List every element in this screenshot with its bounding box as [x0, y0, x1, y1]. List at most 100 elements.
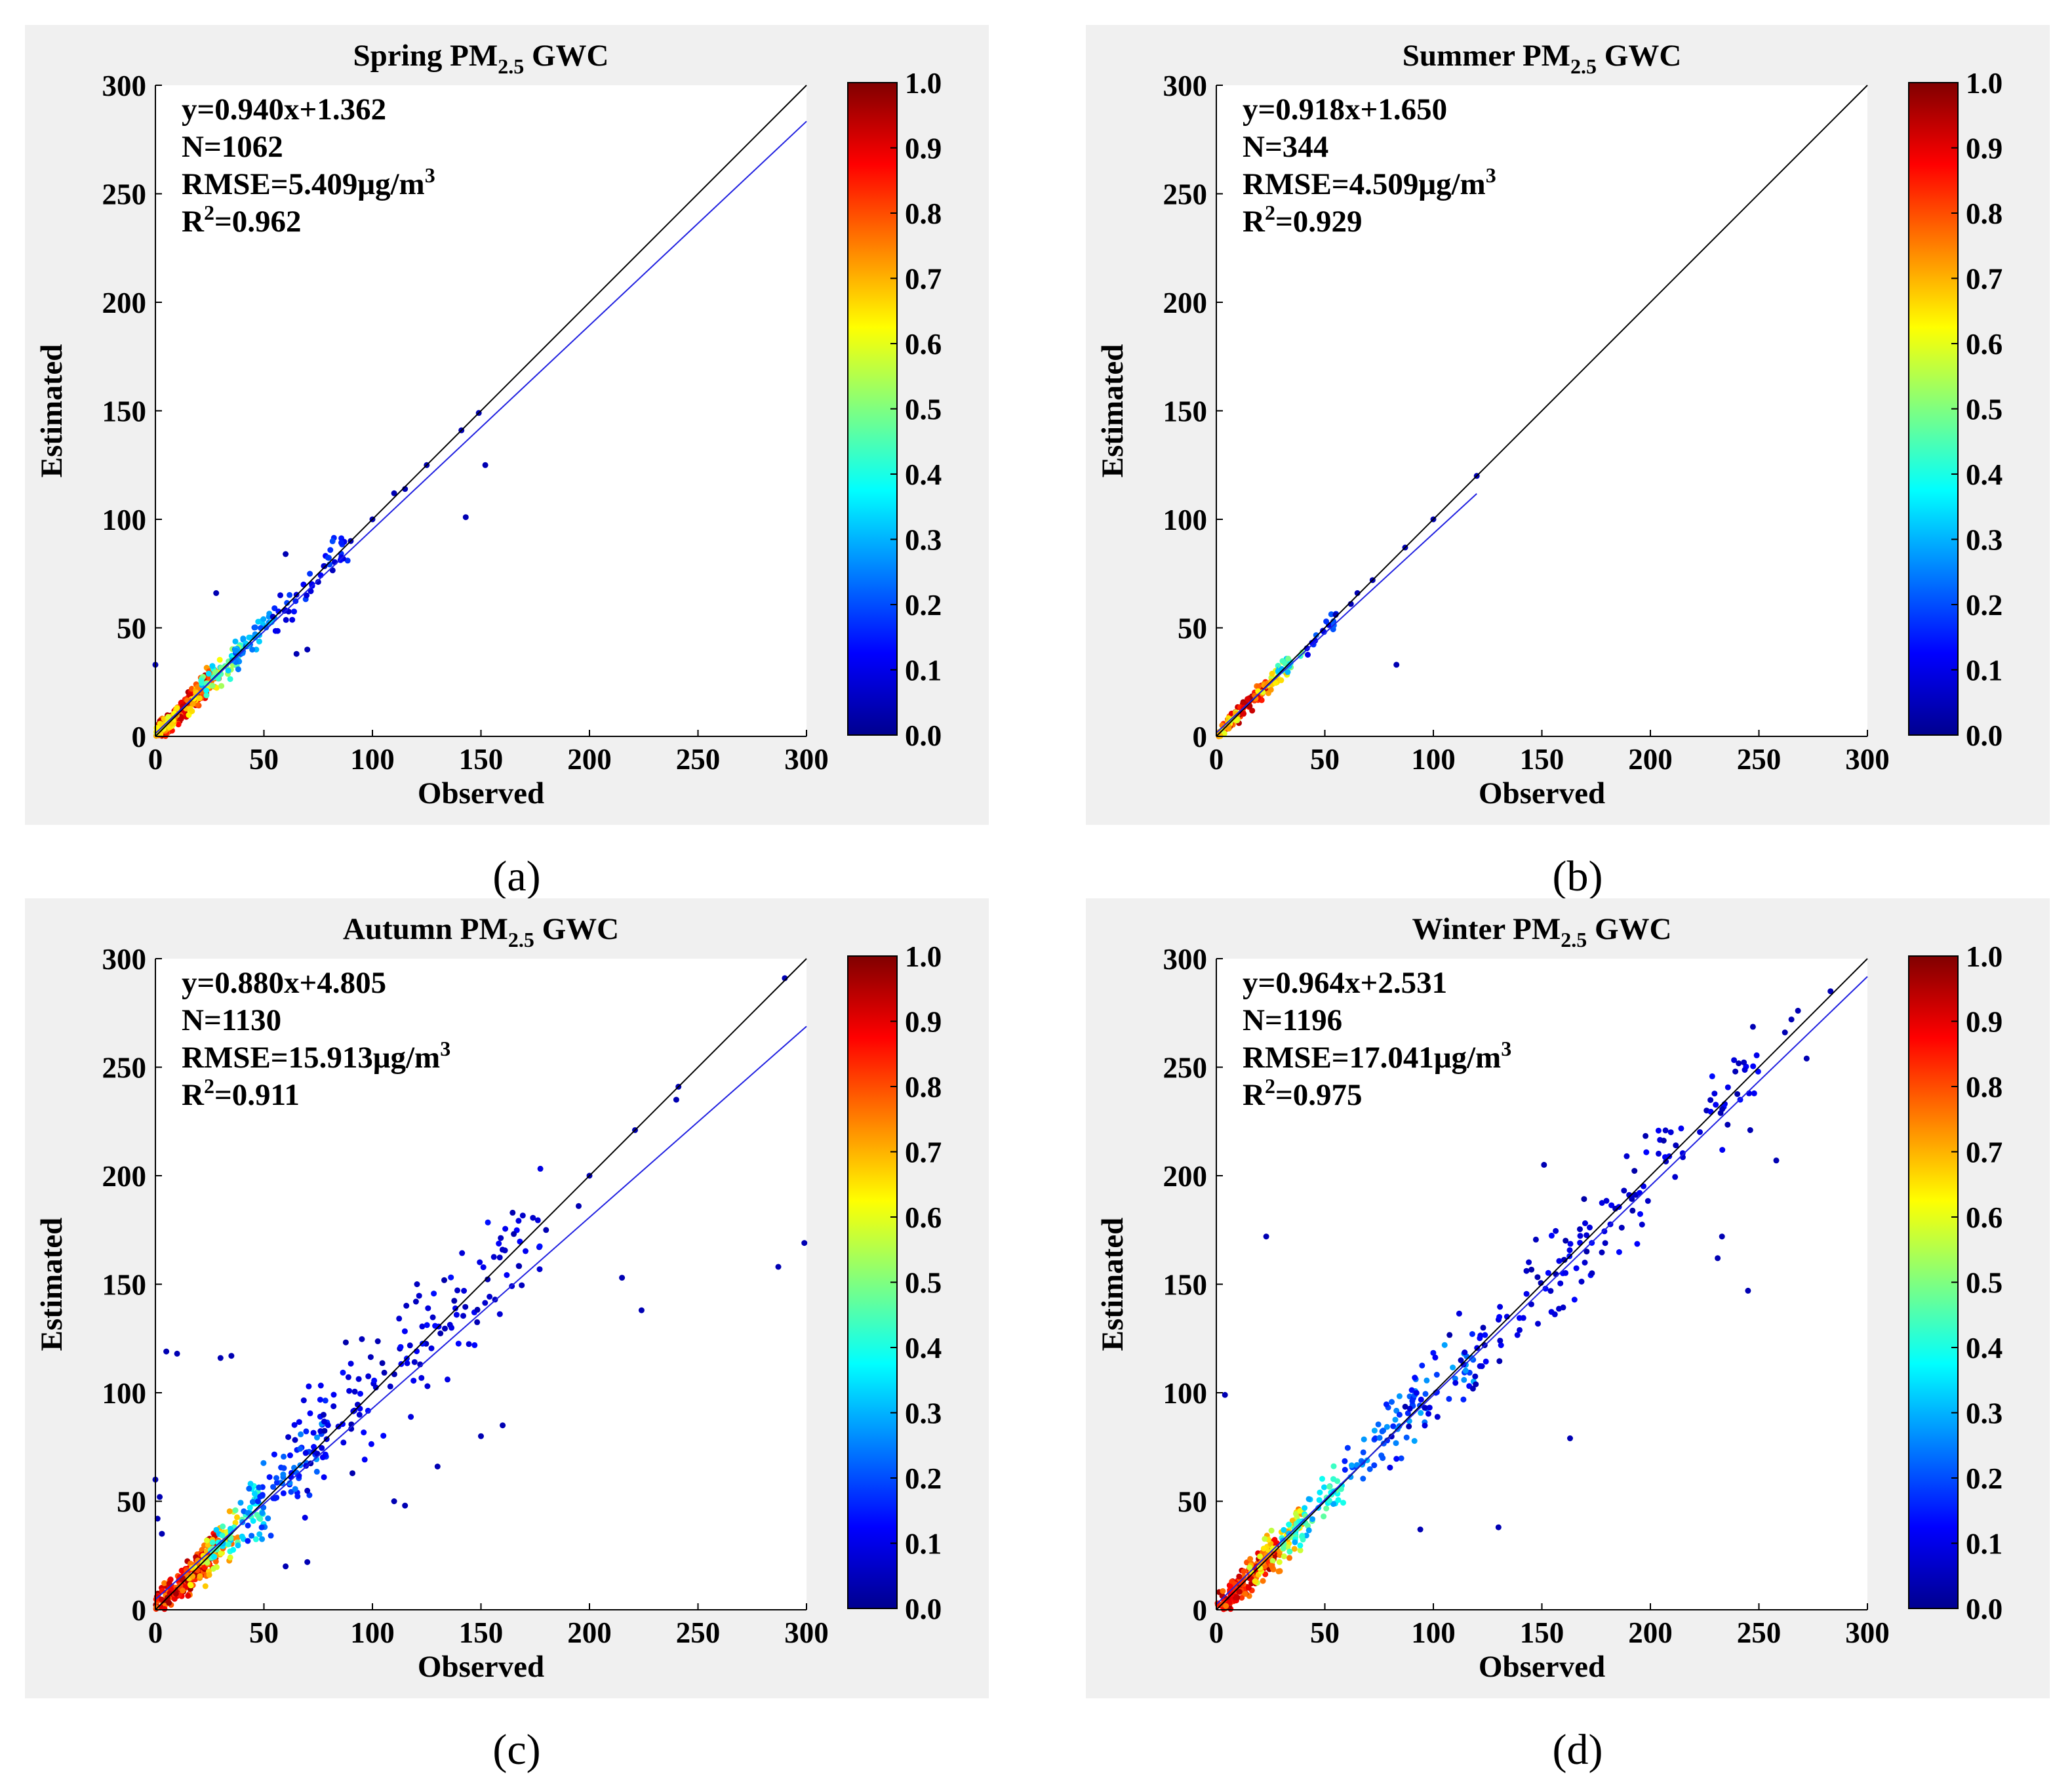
- scatter-point: [576, 1203, 582, 1209]
- scatter-point: [219, 1532, 226, 1539]
- scatter-point: [1561, 1257, 1568, 1263]
- scatter-point: [485, 1276, 491, 1283]
- scatter-point: [1242, 1591, 1248, 1597]
- scatter-point: [344, 557, 351, 564]
- x-axis-title: Observed: [1479, 1650, 1605, 1684]
- scatter-point: [1269, 670, 1275, 677]
- scatter-point: [1551, 1311, 1558, 1317]
- scatter-point: [1578, 1279, 1585, 1285]
- scatter-point: [1713, 1102, 1719, 1108]
- scatter-point: [1672, 1174, 1679, 1180]
- scatter-point: [1305, 652, 1311, 658]
- scatter-point: [374, 1338, 381, 1344]
- scatter-point: [227, 1526, 233, 1532]
- scatter-point: [1581, 1196, 1587, 1203]
- scatter-point: [407, 1342, 413, 1349]
- scatter-point: [1340, 1500, 1346, 1506]
- x-tick-label: 150: [1520, 1616, 1564, 1649]
- scatter-point: [249, 1532, 255, 1539]
- colorbar-tick-label: 0.8: [905, 197, 942, 230]
- scatter-point: [1472, 1373, 1479, 1380]
- scatter-point: [1268, 1563, 1275, 1569]
- scatter-point: [452, 1305, 458, 1311]
- scatter-point: [1553, 1228, 1559, 1234]
- y-tick-label: 300: [102, 70, 147, 102]
- scatter-point: [257, 1516, 264, 1522]
- scatter-point: [1348, 1462, 1355, 1469]
- scatter-point: [1316, 1497, 1323, 1504]
- scatter-point: [1827, 988, 1834, 995]
- scatter-point: [1406, 1405, 1413, 1412]
- scatter-point: [209, 663, 216, 669]
- colorbar-gradient: [1908, 82, 1959, 736]
- scatter-point: [1497, 1338, 1504, 1344]
- colorbar-tick-label: 0.7: [1966, 263, 2002, 296]
- scatter-point: [1634, 1241, 1641, 1247]
- scatter-point: [205, 1542, 211, 1548]
- scatter-point: [1639, 1222, 1645, 1228]
- scatter-point: [1603, 1197, 1610, 1204]
- scatter-point: [283, 551, 289, 557]
- stat-rmse-superscript: 3: [1486, 163, 1496, 187]
- scatter-point: [1432, 1354, 1439, 1361]
- scatter-point: [1418, 1410, 1424, 1416]
- stat-r2-value: =0.975: [1275, 1078, 1363, 1112]
- scatter-point: [1408, 1387, 1415, 1393]
- scatter-point: [1268, 1527, 1275, 1534]
- scatter-point: [287, 1452, 293, 1458]
- y-axis-title: Estimated: [1096, 344, 1130, 478]
- scatter-point: [1589, 1270, 1595, 1277]
- y-tick-label: 100: [102, 1377, 147, 1410]
- scatter-point: [265, 1515, 271, 1522]
- scatter-point: [1624, 1153, 1630, 1159]
- scatter-point: [1526, 1259, 1532, 1266]
- scatter-point: [391, 490, 397, 496]
- x-tick-label: 300: [784, 1616, 829, 1649]
- colorbar-tick-label: 0.2: [1966, 1462, 2002, 1495]
- x-axis-title: Observed: [418, 1650, 544, 1684]
- scatter-point: [1496, 1358, 1503, 1365]
- stat-equation: y=0.918x+1.650: [1243, 92, 1447, 127]
- stat-rmse: RMSE=15.913μg/m3: [182, 1037, 450, 1075]
- scatter-point: [1523, 1268, 1530, 1274]
- scatter-point: [275, 609, 282, 614]
- scatter-point: [1330, 1476, 1336, 1483]
- scatter-point: [256, 1531, 263, 1538]
- stat-r2-label: R: [182, 1078, 205, 1112]
- colorbar-tick-label: 0.4: [1966, 1332, 2002, 1365]
- scatter-point: [424, 1322, 430, 1328]
- scatter-point: [1260, 1578, 1266, 1584]
- scatter-point: [1393, 1456, 1400, 1462]
- scatter-point: [257, 1493, 264, 1500]
- scatter-point: [1292, 1539, 1298, 1546]
- scatter-point: [296, 1419, 302, 1426]
- scatter-point: [303, 1428, 309, 1435]
- y-tick-label: 150: [1163, 395, 1208, 428]
- scatter-point: [1697, 1129, 1703, 1135]
- scatter-point: [197, 1573, 203, 1580]
- scatter-point: [249, 1499, 256, 1505]
- scatter-point: [1371, 1428, 1378, 1434]
- scatter-point: [361, 1456, 368, 1463]
- scatter-point: [1456, 1310, 1462, 1317]
- scatter-point: [317, 1382, 324, 1389]
- scatter-point: [1602, 1240, 1608, 1247]
- x-tick-label: 150: [459, 743, 504, 776]
- scatter-point: [1389, 1399, 1395, 1405]
- scatter-point: [306, 1492, 313, 1498]
- stats-annotation: y=0.940x+1.362N=1062RMSE=5.409μg/m3R2=0.…: [182, 92, 435, 239]
- scatter-point: [202, 1583, 209, 1589]
- title-subscript: 2.5: [508, 928, 534, 951]
- scatter-point: [1236, 1573, 1243, 1580]
- scatter-point: [431, 1290, 437, 1297]
- scatter-point: [396, 1315, 403, 1322]
- scatter-point: [1388, 1433, 1395, 1440]
- scatter-point: [460, 1313, 466, 1319]
- scatter-point: [1514, 1332, 1521, 1338]
- scatter-point: [185, 1593, 191, 1599]
- y-tick-label: 300: [102, 943, 147, 976]
- chart-title: Winter PM2.5 GWC: [1412, 912, 1672, 951]
- scatter-point: [1384, 1424, 1390, 1430]
- scatter-point: [302, 1450, 309, 1456]
- scatter-point: [234, 1514, 240, 1521]
